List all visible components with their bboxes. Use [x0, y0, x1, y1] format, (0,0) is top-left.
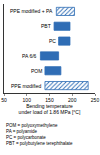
- svg-text:POM = polyoxymethylenePA = pol: POM = polyoxymethylenePA = polyamidePC =…: [6, 123, 73, 146]
- svg-text:PA 6/6: PA 6/6: [22, 53, 37, 59]
- svg-text:200: 200: [68, 97, 77, 103]
- svg-text:PPE modified: PPE modified: [11, 83, 42, 89]
- svg-text:100: 100: [23, 97, 32, 103]
- svg-text:50: 50: [1, 97, 7, 103]
- svg-text:250: 250: [91, 97, 100, 103]
- svg-text:PBT: PBT: [41, 23, 51, 29]
- svg-text:PC: PC: [49, 38, 56, 44]
- svg-text:150: 150: [45, 97, 54, 103]
- svg-text:Bending temperatureunder load: Bending temperatureunder load of 1.86 MP…: [19, 103, 81, 116]
- svg-text:PPE modified + PA: PPE modified + PA: [10, 8, 53, 14]
- svg-text:POM: POM: [31, 68, 42, 74]
